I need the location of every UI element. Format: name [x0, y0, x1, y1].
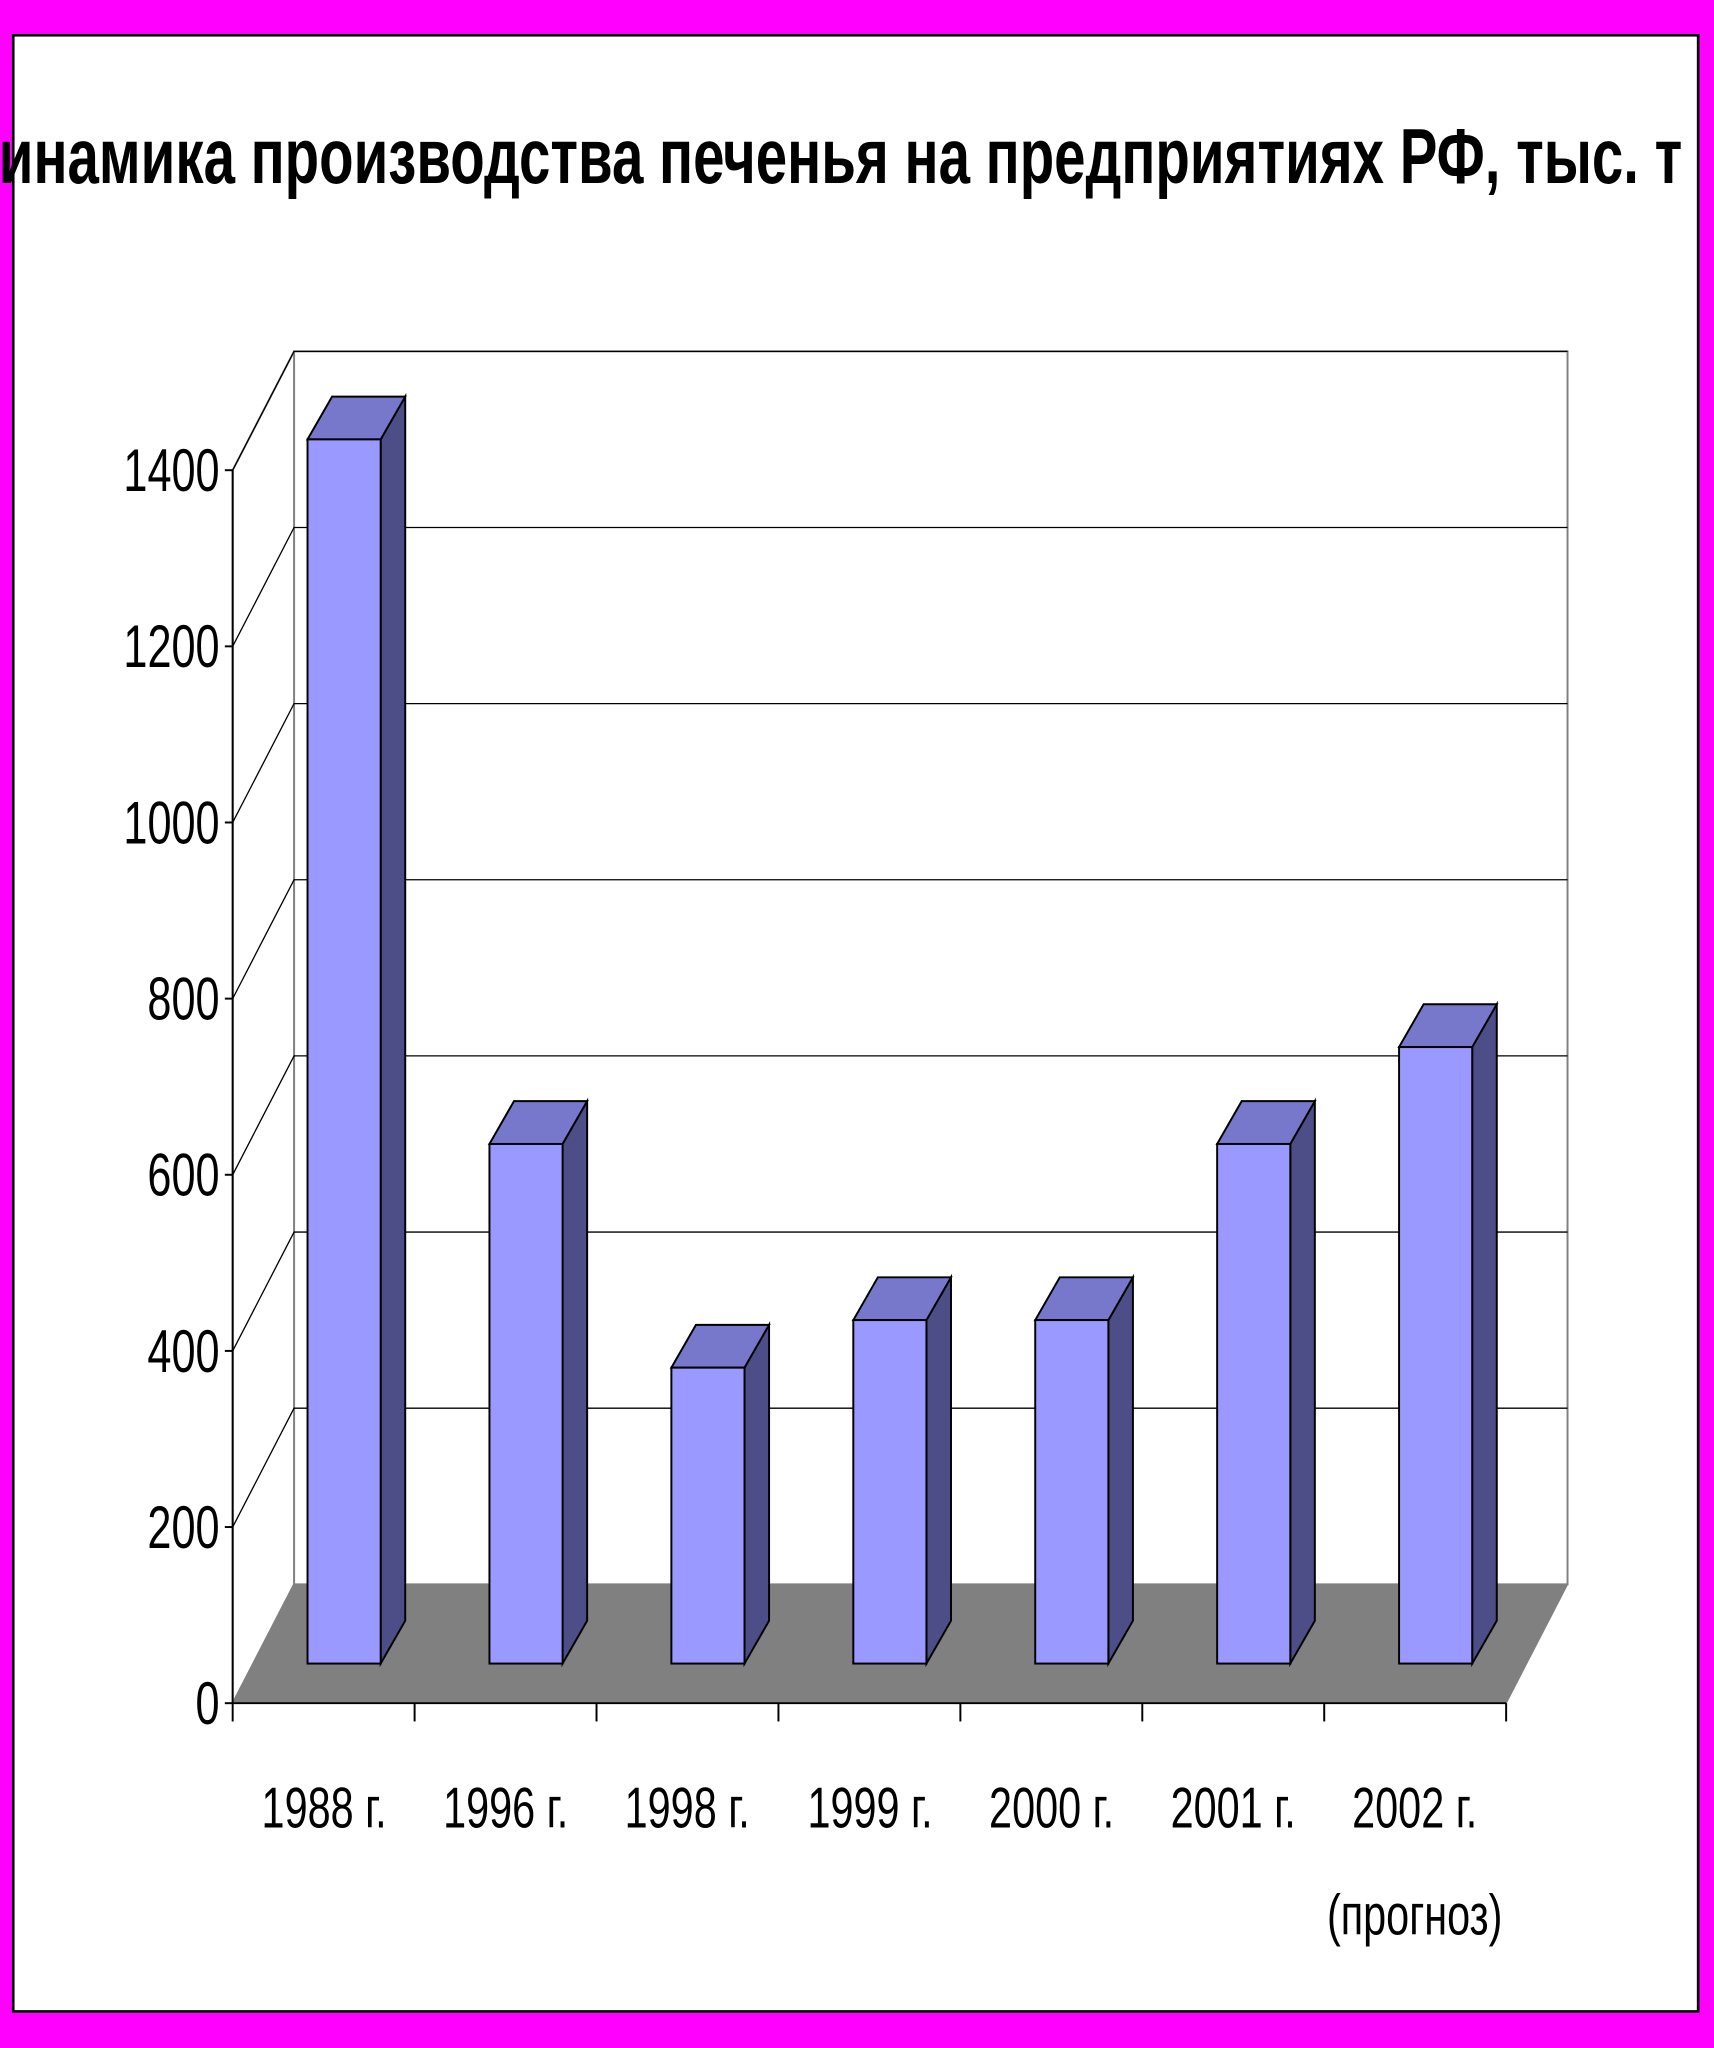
- bar-side: [925, 1273, 952, 1668]
- y-tick-label: 1200: [123, 614, 219, 681]
- bar: [1215, 1097, 1317, 1668]
- y-tick-label: 200: [147, 1495, 219, 1562]
- x-tick-label-box: 2001 г.: [1170, 1776, 1296, 1841]
- x-tick-label-box: 2000 г.: [988, 1776, 1114, 1841]
- grid-line: [232, 350, 1568, 471]
- x-tick-label: 2000 г.: [988, 1776, 1114, 1841]
- grid-line: [232, 702, 1568, 823]
- x-tick-label: 2002 г. (прогноз): [1327, 1776, 1503, 1948]
- bar-side: [1289, 1097, 1316, 1668]
- grid-line: [232, 526, 1568, 647]
- x-tick-label: 1998 г.: [624, 1776, 751, 1841]
- x-tick-label-box: 1999 г.: [806, 1776, 932, 1841]
- chart-title: Динамика производства печенья на предпри…: [0, 113, 1682, 200]
- bar-front: [306, 438, 382, 1665]
- bar-front: [670, 1366, 746, 1665]
- x-tick-label-box: 2002 г. (прогноз): [1327, 1776, 1503, 1948]
- y-tick-label: 800: [147, 967, 219, 1034]
- bar-front: [1398, 1046, 1474, 1665]
- x-tick-label-box: 1998 г.: [624, 1776, 751, 1841]
- bar-front: [852, 1319, 928, 1665]
- y-tick-label: 1000: [123, 791, 219, 858]
- bar: [1033, 1273, 1135, 1668]
- bar: [669, 1321, 771, 1668]
- y-tick-label: 400: [147, 1319, 219, 1386]
- x-tick-label: 1988 г.: [261, 1776, 387, 1841]
- bar-side: [1107, 1273, 1134, 1668]
- x-tick-label: 1999 г.: [806, 1776, 932, 1841]
- y-tick-label: 600: [147, 1143, 219, 1210]
- y-tick-label: 1400: [123, 438, 219, 505]
- bar: [851, 1273, 953, 1668]
- x-tick-label-box: 1996 г.: [442, 1776, 569, 1841]
- bar: [487, 1097, 589, 1668]
- bar-side: [561, 1097, 589, 1668]
- bar-front: [488, 1142, 564, 1665]
- x-tick-label: 2001 г.: [1170, 1776, 1296, 1841]
- bar-side: [379, 392, 407, 1668]
- grid-line: [232, 1407, 1568, 1528]
- bar: [305, 392, 407, 1668]
- x-tick-label: 1996 г.: [442, 1776, 569, 1841]
- bar-side: [743, 1321, 771, 1668]
- grid-line: [232, 1055, 1568, 1176]
- bar-front: [1034, 1319, 1110, 1665]
- left-wall: [231, 350, 296, 1704]
- y-tick-label: 0: [196, 1671, 220, 1738]
- bar-side: [1471, 1000, 1498, 1668]
- bar: [1397, 1000, 1499, 1668]
- bar-front: [1216, 1142, 1292, 1665]
- grid-line: [232, 1231, 1568, 1352]
- grid-line: [232, 879, 1568, 999]
- x-tick-label-box: 1988 г.: [261, 1776, 387, 1841]
